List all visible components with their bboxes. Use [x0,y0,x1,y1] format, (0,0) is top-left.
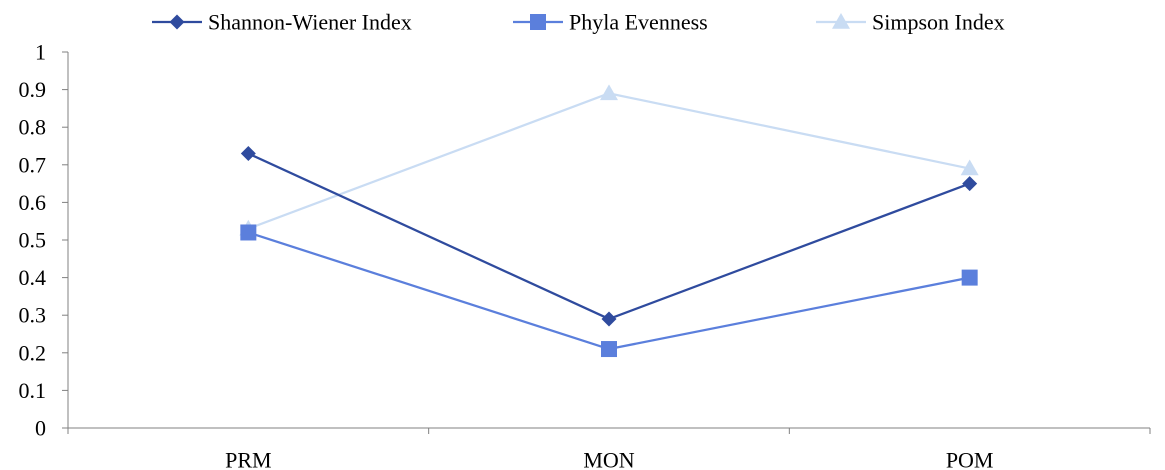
data-point [962,176,978,192]
legend-label: Phyla Evenness [569,10,708,35]
data-point [601,341,617,358]
y-tick-label: 0.5 [19,228,47,253]
legend: Shannon-Wiener Index Phyla Evenness Simpso… [152,10,1005,35]
series-line [247,92,970,230]
data-point [601,311,617,327]
legend-item: Simpson Index [816,10,1005,35]
y-tick-label: 0.2 [19,340,47,365]
y-tick-label: 0.7 [19,152,47,177]
y-tick-label: 0.4 [19,265,47,290]
data-point [240,224,257,241]
series-2 [239,84,979,236]
x-axis: PRM MON POM [67,427,1151,470]
data-point [240,146,256,162]
data-point [960,159,979,176]
legend-marker [530,14,546,30]
legend-marker [169,14,185,30]
x-tick-label: PRM [225,448,271,470]
data-point [600,84,618,101]
legend-label: Simpson Index [872,10,1005,35]
legend-item: Shannon-Wiener Index [152,10,412,35]
series-line [247,152,971,321]
y-tick-label: 0 [35,416,46,441]
series-1 [240,224,978,358]
legend-item: Phyla Evenness [513,10,708,35]
series-0 [240,146,978,327]
y-tick-label: 0.1 [19,378,47,403]
series-line [247,231,970,351]
series-layer [239,84,979,358]
y-tick-label: 1 [35,40,46,65]
legend-marker [832,13,850,29]
y-axis: 0 0.1 0.2 0.3 0.4 0.5 0.6 0.7 0.8 0.9 1 [19,40,69,441]
data-point [961,269,978,286]
x-tick-label: MON [583,448,634,470]
y-tick-label: 0.9 [19,77,47,102]
legend-label: Shannon-Wiener Index [208,10,412,35]
x-tick-label: POM [946,448,994,470]
y-tick-label: 0.8 [19,115,47,140]
y-tick-label: 0.6 [19,190,47,215]
y-tick-label: 0.3 [19,303,47,328]
